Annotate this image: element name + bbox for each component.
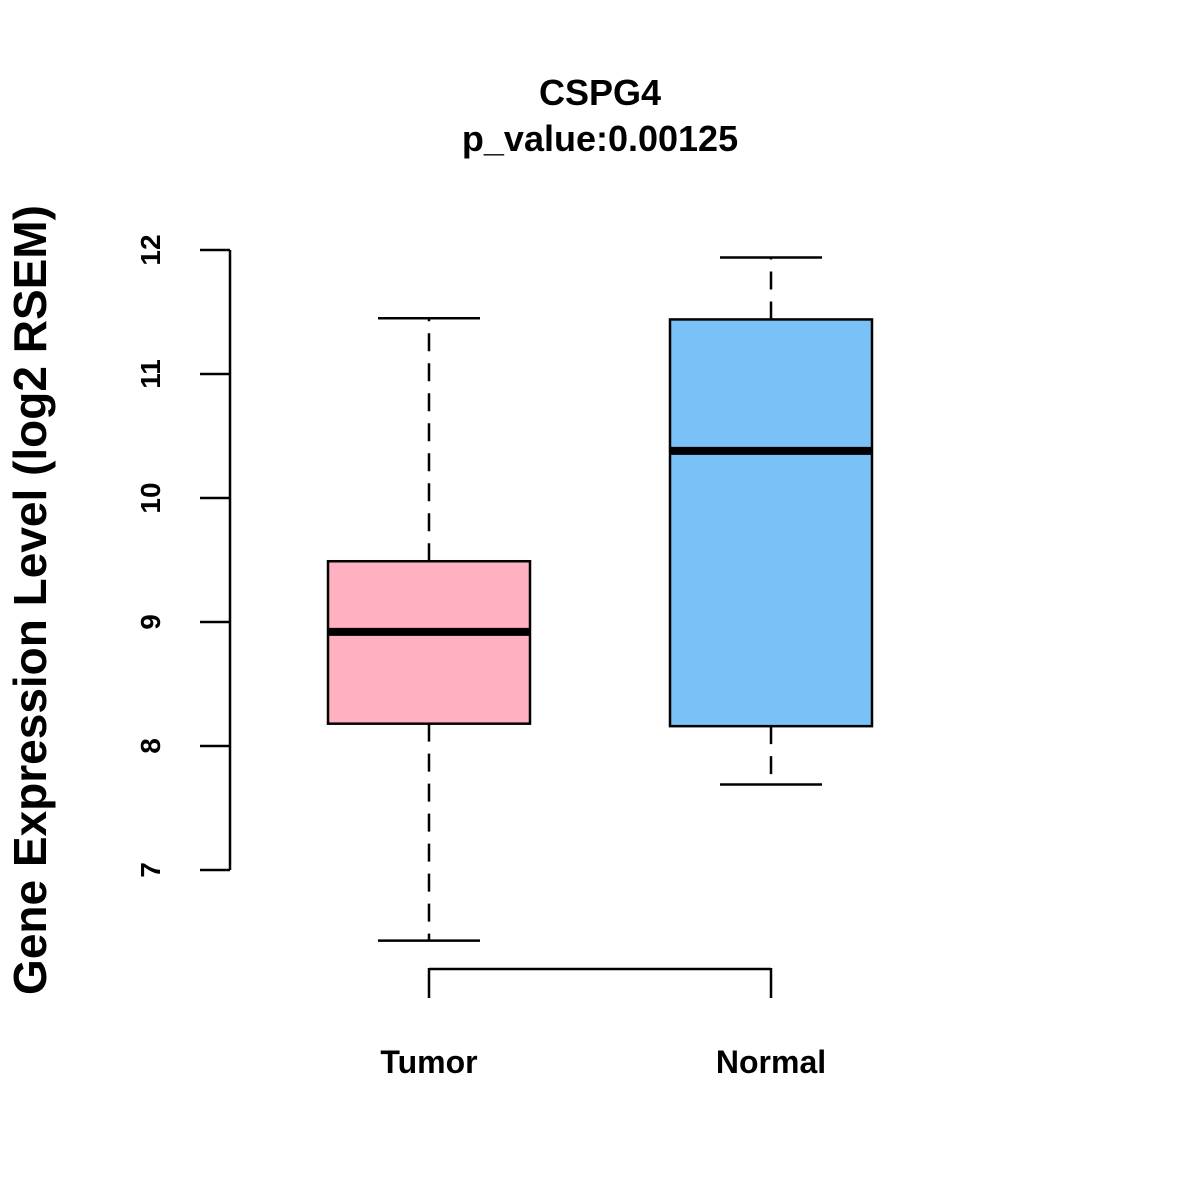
iqr-box-normal: [668, 318, 874, 728]
y-tick-label-8: 8: [135, 738, 166, 754]
box-normal: [668, 256, 874, 786]
y-axis-label: Gene Expression Level (log2 RSEM): [4, 205, 56, 995]
chart-title: CSPG4: [539, 72, 661, 113]
x-axis: Tumor Normal: [380, 967, 826, 1080]
y-tick-label-9: 9: [135, 614, 166, 630]
box-tumor: [326, 316, 532, 942]
boxes: [326, 256, 874, 942]
chart-subtitle: p_value:0.00125: [462, 118, 738, 159]
x-tick-label-normal: Normal: [716, 1044, 826, 1080]
y-tick-label-12: 12: [135, 234, 166, 265]
chart-title-group: CSPG4 p_value:0.00125: [462, 72, 738, 159]
y-tick-label-11: 11: [135, 359, 166, 389]
y-axis: 7 8 9 10 11 12: [135, 234, 232, 878]
y-tick-label-10: 10: [135, 482, 166, 513]
iqr-box-tumor: [326, 559, 532, 725]
y-tick-label-7: 7: [135, 862, 166, 878]
x-tick-label-tumor: Tumor: [380, 1044, 477, 1080]
